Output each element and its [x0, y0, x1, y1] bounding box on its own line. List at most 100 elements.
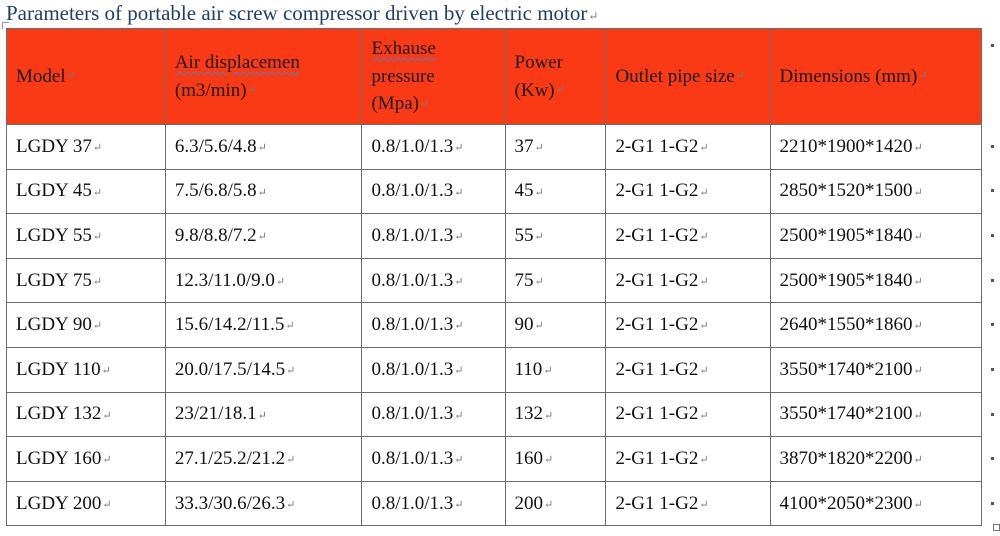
row-end-mark	[991, 413, 994, 416]
table-row: LGDY 200↵ 33.3/30.6/26.3↵ 0.8/1.0/1.3↵ 200↵…	[6, 480, 983, 527]
cell-dimensions-value: 3550*1740*2100	[779, 403, 913, 425]
table-row: LGDY 160↵ 27.1/25.2/21.2↵ 0.8/1.0/1.3↵ 160↵…	[6, 436, 983, 482]
paragraph-mark-icon: ↵	[92, 186, 103, 199]
cell-air-displacement-value: 15.6/14.2/11.5	[174, 314, 285, 336]
table-row: LGDY 110↵ 20.0/17.5/14.5↵ 0.8/1.0/1.3↵ 110↵…	[6, 346, 983, 393]
cell-outlet-pipe-size-value: 2-G1 1-G2	[615, 492, 699, 514]
cell-exhaust-pressure: 0.8/1.0/1.3↵	[361, 213, 506, 259]
cell-exhaust-pressure: 0.8/1.0/1.3↵	[361, 124, 506, 170]
cell-power-value: 132	[514, 403, 544, 425]
paragraph-mark-icon: ↵	[286, 498, 296, 511]
header-pipe-label: Outlet pipe size	[615, 65, 735, 87]
cell-air-displacement-value: 23/21/18.1	[174, 403, 257, 425]
paragraph-mark-icon: ↵	[699, 454, 709, 467]
cell-power: 110↵	[504, 346, 607, 393]
header-model-label: Model	[16, 65, 66, 87]
paragraph-mark-icon: ↵	[913, 498, 923, 511]
paragraph-mark-icon: ↵	[913, 364, 923, 377]
cell-outlet-pipe-size-value: 2-G1 1-G2	[615, 358, 699, 380]
paragraph-mark-icon: ↵	[913, 141, 923, 154]
cell-power: 45↵	[504, 168, 607, 215]
cell-exhaust-pressure-value: 0.8/1.0/1.3	[371, 358, 454, 380]
cell-dimensions: 3870*1820*2200↵	[769, 436, 983, 482]
cell-air-displacement: 6.3/5.6/4.8↵	[164, 124, 363, 170]
cell-dimensions: 4100*2050*2300↵	[769, 480, 983, 527]
cell-outlet-pipe-size: 2-G1 1-G2↵	[605, 168, 771, 215]
cell-exhaust-pressure-value: 0.8/1.0/1.3	[371, 180, 454, 202]
cell-air-displacement: 27.1/25.2/21.2↵	[164, 436, 363, 482]
paragraph-mark-icon: ↵	[534, 275, 544, 288]
cell-exhaust-pressure-value: 0.8/1.0/1.3	[371, 447, 454, 469]
paragraph-mark-icon: ↵	[286, 454, 296, 467]
paragraph-mark-icon: ↵	[735, 70, 745, 83]
cell-exhaust-pressure-value: 0.8/1.0/1.3	[371, 403, 454, 425]
paragraph-mark-icon: ↵	[588, 9, 599, 23]
cell-outlet-pipe-size: 2-G1 1-G2↵	[605, 213, 771, 259]
paragraph-mark-icon: ↵	[247, 84, 257, 97]
header-air-line1: Air displacemen	[174, 51, 300, 73]
table-row: LGDY 75↵ 12.3/11.0/9.0↵ 0.8/1.0/1.3↵ 75↵ 2-G…	[6, 257, 983, 304]
parameters-table: Model↵ Air displacemen (m3/min)↵ Exhause p…	[6, 28, 983, 527]
cell-power-value: 110	[514, 358, 543, 380]
table-row: LGDY 55↵ 9.8/8.8/7.2↵ 0.8/1.0/1.3↵ 55↵ 2-G1 …	[6, 213, 983, 259]
paragraph-mark-icon: ↵	[913, 275, 923, 288]
header-dimensions: Dimensions (mm)↵	[769, 28, 983, 125]
paragraph-mark-icon: ↵	[699, 320, 709, 333]
cell-model: LGDY 45↵	[6, 168, 166, 215]
paragraph-mark-icon: ↵	[699, 498, 709, 511]
cell-power: 90↵	[504, 302, 607, 348]
cell-model: LGDY 90↵	[6, 302, 166, 348]
paragraph-mark-icon: ↵	[101, 364, 111, 377]
paragraph-mark-icon: ↵	[543, 364, 553, 377]
cell-outlet-pipe-size-value: 2-G1 1-G2	[615, 403, 699, 425]
header-air-line2: (m3/min)	[174, 79, 247, 101]
cell-outlet-pipe-size: 2-G1 1-G2↵	[605, 436, 771, 482]
paragraph-mark-icon: ↵	[699, 409, 709, 422]
cell-model: LGDY 55↵	[6, 213, 166, 259]
paragraph-mark-icon: ↵	[913, 320, 923, 333]
row-end-mark	[991, 368, 994, 371]
cell-model-value: LGDY 132	[16, 403, 102, 425]
cell-model-value: LGDY 160	[16, 447, 102, 469]
paragraph-mark-icon: ↵	[555, 84, 565, 97]
cell-air-displacement: 12.3/11.0/9.0↵	[164, 257, 363, 304]
cell-power: 75↵	[504, 257, 607, 304]
cell-power-value: 200	[514, 492, 544, 514]
cell-outlet-pipe-size-value: 2-G1 1-G2	[615, 135, 699, 157]
paragraph-mark-icon: ↵	[92, 275, 103, 288]
table-body: LGDY 37↵ 6.3/5.6/4.8↵ 0.8/1.0/1.3↵ 37↵ 2-G1 …	[6, 124, 983, 527]
table-header-row: Model↵ Air displacemen (m3/min)↵ Exhause p…	[6, 28, 983, 125]
cell-exhaust-pressure: 0.8/1.0/1.3↵	[361, 436, 506, 482]
table-row: LGDY 37 ↵ 6.3/5.6/4.8↵ 0.8/1.0/1.3↵ 37↵ 2-G1 …	[6, 124, 983, 170]
cell-dimensions-value: 2500*1905*1840	[779, 269, 913, 291]
cell-outlet-pipe-size: 2-G1 1-G2↵	[605, 257, 771, 304]
cell-power-value: 45	[514, 180, 534, 202]
paragraph-mark-icon: ↵	[102, 454, 112, 467]
cell-outlet-pipe-size: 2-G1 1-G2↵	[605, 391, 771, 438]
paragraph-mark-icon: ↵	[286, 364, 296, 377]
row-end-mark	[991, 279, 994, 282]
cell-model-value: LGDY 200	[16, 492, 102, 514]
cell-power: 37↵	[504, 124, 607, 170]
cell-air-displacement: 23/21/18.1↵	[164, 391, 363, 438]
table-row: LGDY 132↵ 23/21/18.1↵ 0.8/1.0/1.3↵ 132↵ 2-G1…	[6, 391, 983, 438]
page-title: Parameters of portable air screw compres…	[6, 0, 598, 26]
paragraph-mark-icon: ↵	[102, 409, 112, 422]
cell-model-value: LGDY 37	[16, 135, 92, 157]
paragraph-mark-icon: ↵	[285, 320, 295, 333]
paragraph-mark-icon: ↵	[544, 454, 554, 467]
header-exhaust-pressure: Exhause pressure (Mpa)↵	[361, 28, 506, 125]
cell-power-value: 90	[514, 314, 534, 336]
cell-power-value: 37	[514, 135, 534, 157]
cell-outlet-pipe-size-value: 2-G1 1-G2	[615, 180, 699, 202]
cell-air-displacement-value: 12.3/11.0/9.0	[174, 269, 275, 291]
header-power: Power (Kw)↵	[504, 28, 607, 125]
table-row: LGDY 90↵ 15.6/14.2/11.5↵ 0.8/1.0/1.3↵ 90↵ 2-…	[6, 302, 983, 348]
row-end-mark	[991, 323, 994, 326]
paragraph-mark-icon: ↵	[257, 409, 267, 422]
cell-exhaust-pressure: 0.8/1.0/1.3↵	[361, 168, 506, 215]
cell-exhaust-pressure-value: 0.8/1.0/1.3	[371, 224, 454, 246]
cell-exhaust-pressure: 0.8/1.0/1.3↵	[361, 391, 506, 438]
paragraph-mark-icon: ↵	[454, 498, 464, 511]
header-exh-line3: (Mpa)	[371, 93, 419, 115]
